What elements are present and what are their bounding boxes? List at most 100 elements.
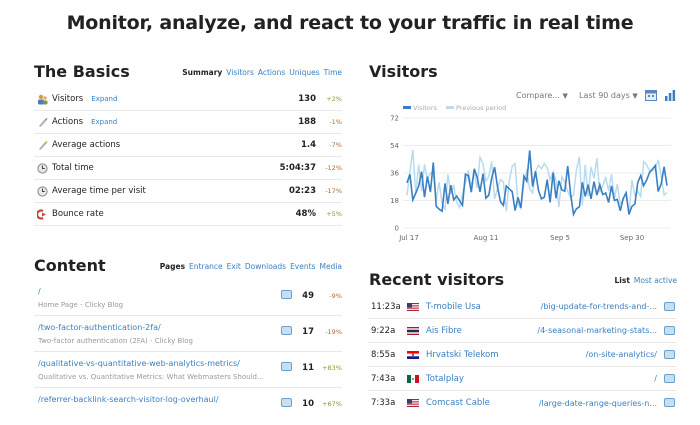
legend-label: Previous period [456, 104, 506, 112]
x-tick-label: Sep 5 [550, 234, 570, 242]
x-tick-label: Aug 11 [474, 234, 499, 242]
basics-row-average-actions: Average actions 1.4 -7% [34, 134, 342, 157]
expand-link[interactable]: Expand [91, 118, 118, 126]
tab-time[interactable]: Time [323, 68, 342, 77]
comment-bubble-icon[interactable] [664, 350, 675, 359]
visit-time: 7:33a [371, 398, 396, 408]
basics-row-bounce-rate: Bounce rate 48% +5% [34, 203, 342, 226]
isp-link[interactable]: Ais Fibre [426, 325, 462, 336]
basics-value: 130 [298, 94, 316, 104]
basics-change: -7% [329, 141, 342, 149]
page-title-text: Home Page - Clicky Blog [38, 301, 124, 309]
visitor-row[interactable]: 9:22a Ais Fibre /4-seasonal-marketing-st… [369, 319, 677, 343]
page-headline: Monitor, analyze, and react to your traf… [66, 12, 634, 34]
visitor-row[interactable]: 11:23a T-mobile Usa /big-update-for-tren… [369, 295, 677, 319]
tab-pages[interactable]: Pages [159, 262, 186, 271]
y-tick-label: 0 [395, 225, 399, 233]
tab-events[interactable]: Events [290, 262, 316, 271]
basics-change: -12% [325, 164, 342, 172]
tab-media[interactable]: Media [319, 262, 342, 271]
tab-exit[interactable]: Exit [226, 262, 241, 271]
basics-value: 1.4 [300, 140, 316, 150]
visitors-panel: Visitors Compare... ▼ Last 90 days ▼ Vis… [369, 62, 677, 252]
comment-bubble-icon[interactable] [664, 326, 675, 335]
legend-swatch [446, 106, 454, 109]
page-change: -9% [329, 292, 342, 300]
visitors-title: Visitors [369, 62, 438, 81]
actions-icon [39, 117, 48, 127]
tab-visitors[interactable]: Visitors [226, 68, 254, 77]
tab-downloads[interactable]: Downloads [244, 262, 287, 271]
page-url-link[interactable]: /two-factor-authentication-2fa/ [38, 323, 161, 332]
tab-uniques[interactable]: Uniques [289, 68, 320, 77]
x-tick-label: Sep 30 [620, 234, 644, 242]
us-flag-icon [407, 399, 419, 407]
chevron-down-icon: ▼ [632, 92, 638, 100]
basics-change: -1% [329, 118, 342, 126]
tab-actions[interactable]: Actions [257, 68, 286, 77]
isp-link[interactable]: Hrvatski Telekom [426, 349, 499, 360]
clock-icon [37, 185, 48, 197]
isp-link[interactable]: T-mobile Usa [426, 301, 481, 312]
compare-label: Compare... [516, 91, 560, 100]
comment-bubble-icon[interactable] [281, 398, 292, 407]
comment-bubble-icon[interactable] [281, 326, 292, 335]
basics-value: 188 [298, 117, 316, 127]
visited-path-link[interactable]: /large-date-range-queries-n... [538, 398, 657, 408]
basics-row-actions: Actions Expand 188 -1% [34, 111, 342, 134]
basics-label: Average time per visit [52, 186, 146, 196]
mx-flag-icon [407, 374, 419, 383]
page-url-link[interactable]: /referrer-backlink-search-visitor-log-ov… [38, 395, 219, 404]
visit-time: 11:23a [371, 301, 401, 312]
visited-path-link[interactable]: /on-site-analytics/ [585, 350, 657, 359]
page-url-link[interactable]: / [38, 287, 41, 296]
basics-label: Total time [52, 163, 94, 173]
visitor-row[interactable]: 8:55a Hrvatski Telekom /on-site-analytic… [369, 343, 677, 367]
recent-visitors-title: Recent visitors [369, 270, 505, 289]
visited-path-link[interactable]: /4-seasonal-marketing-stats... [537, 326, 657, 335]
date-range-dropdown[interactable]: Last 90 days ▼ [579, 91, 638, 100]
basics-row-total-time: Total time 5:04:37 -12% [34, 157, 342, 180]
calendar-icon[interactable] [645, 89, 657, 101]
comment-bubble-icon[interactable] [664, 302, 675, 311]
y-tick-label: 36 [390, 170, 399, 178]
page-count: 10 [302, 399, 314, 409]
legend-swatch [403, 106, 411, 109]
basics-change: +2% [326, 95, 342, 103]
legend-label: Visitors [413, 104, 437, 112]
expand-link[interactable]: Expand [91, 95, 118, 103]
page-change: -19% [325, 328, 342, 336]
isp-link[interactable]: Comcast Cable [426, 398, 490, 408]
page-url-link[interactable]: /qualitative-vs-quantitative-web-analyti… [38, 359, 240, 368]
tab-list[interactable]: List [614, 276, 630, 285]
comment-bubble-icon[interactable] [664, 398, 675, 407]
visit-time: 7:43a [371, 373, 396, 384]
content-title: Content [34, 256, 106, 275]
comment-bubble-icon[interactable] [281, 290, 292, 299]
basics-label: Bounce rate [52, 209, 104, 219]
comment-bubble-icon[interactable] [281, 362, 292, 371]
tab-summary[interactable]: Summary [182, 68, 223, 77]
content-row: /referrer-backlink-search-visitor-log-ov… [34, 388, 342, 424]
compare-dropdown[interactable]: Compare... ▼ [516, 91, 568, 100]
content-row: /qualitative-vs-quantitative-web-analyti… [34, 352, 342, 388]
comment-bubble-icon[interactable] [664, 374, 675, 383]
page-title-text: Qualitative vs. Quantitative Metrics: Wh… [38, 373, 264, 381]
hr-flag-icon [407, 350, 419, 359]
recent-tabs: List Most active [611, 276, 678, 285]
visitors-icon [38, 94, 48, 104]
tab-most-active[interactable]: Most active [633, 276, 677, 285]
basics-label: Actions [52, 117, 84, 127]
bar-chart-icon[interactable] [664, 90, 676, 101]
visitor-row[interactable]: 7:33a Comcast Cable /large-date-range-qu… [369, 391, 677, 415]
visited-path-link[interactable]: / [654, 374, 657, 383]
basics-label: Visitors [52, 94, 84, 104]
tab-entrance[interactable]: Entrance [189, 262, 223, 271]
basics-change: -17% [325, 187, 342, 195]
isp-link[interactable]: Totalplay [426, 373, 464, 384]
visited-path-link[interactable]: /big-update-for-trends-and-... [540, 302, 657, 311]
visitor-row[interactable]: 7:43a Totalplay / [369, 367, 677, 391]
content-tabs: Pages Entrance Exit Downloads Events Media [156, 262, 342, 271]
basics-label: Average actions [52, 140, 121, 150]
basics-panel: The Basics Summary Visitors Actions Uniques… [34, 62, 342, 232]
